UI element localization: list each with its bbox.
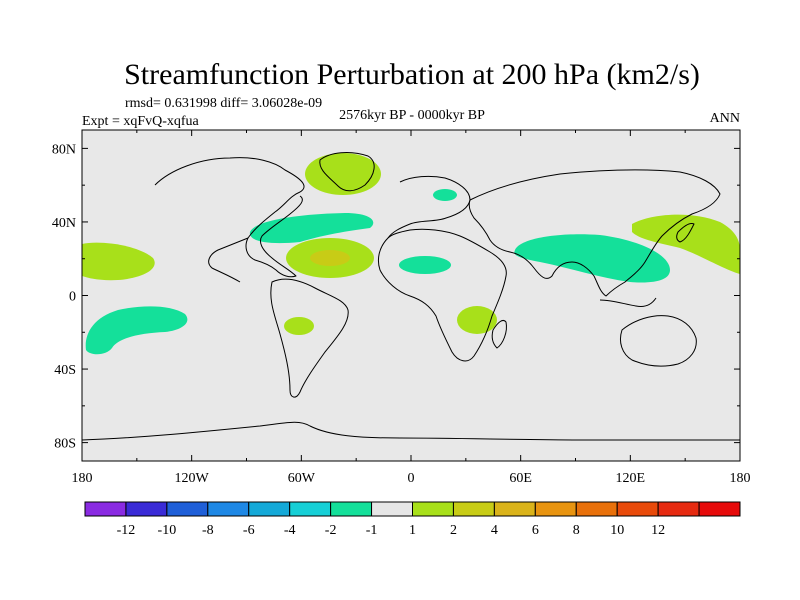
colorbar-box [616, 501, 659, 517]
colorbar-box [534, 501, 577, 517]
coast-greenland [319, 152, 375, 192]
colorbar-label: 1 [409, 523, 416, 538]
coast-north-america [154, 157, 305, 278]
colorbar-label: 6 [532, 523, 539, 538]
colorbar-label: 8 [573, 523, 580, 538]
coast-africa [377, 228, 507, 362]
lon-tick-label: 60W [288, 471, 316, 486]
colorbar-label: 2 [450, 523, 457, 538]
anomaly-south-africa [457, 306, 497, 334]
coast-japan [676, 223, 695, 243]
colorbar-label: -8 [202, 523, 214, 538]
anomaly-scandinavia [433, 189, 457, 201]
colorbar-label: 4 [491, 523, 498, 538]
colorbar-box [330, 501, 373, 517]
anomaly-east-pacific-north [82, 242, 155, 281]
colorbar-box [371, 501, 413, 517]
coast-madagascar [491, 319, 507, 349]
lon-labels: 180 120W 60W 0 60E 120E 180 [72, 471, 751, 486]
colorbar-label: -4 [284, 523, 296, 538]
period-label: 2576kyr BP - 0000kyr BP [339, 108, 485, 123]
lon-tick-label: 0 [408, 471, 415, 486]
colorbar-labels: -12 -10 -8 -6 -4 -2 -1 1 2 4 6 8 10 12 [117, 523, 666, 538]
anomaly-greenland [305, 153, 381, 195]
main-title: Streamfunction Perturbation at 200 hPa (… [124, 58, 700, 91]
colorbar-box [289, 501, 332, 517]
colorbar-box [412, 501, 454, 517]
coast-asia [468, 169, 721, 297]
lat-labels: 80N 40N 0 40S 80S [52, 142, 76, 451]
lon-tick-label: 120E [616, 471, 646, 486]
coast-antarctica [81, 421, 740, 441]
colorbar-box [84, 501, 127, 517]
coast-australia [619, 315, 697, 367]
colorbar-box [248, 501, 291, 517]
anomaly-north-africa [399, 256, 451, 274]
coastlines [81, 152, 740, 441]
coast-indonesia [599, 297, 657, 307]
anomaly-south-pacific [85, 306, 188, 355]
colorbar-label: -12 [117, 523, 136, 538]
anomaly-asia [514, 234, 670, 283]
season-label: ANN [710, 111, 740, 126]
colorbar-box [207, 501, 250, 517]
colorbar-label: -10 [158, 523, 177, 538]
lat-tick-label: 40N [52, 216, 76, 231]
colorbar-box [698, 501, 741, 517]
lon-tick-label: 180 [730, 471, 751, 486]
colorbar-label: -6 [243, 523, 255, 538]
lat-tick-label: 80S [54, 437, 76, 452]
anomaly-west-pacific [632, 214, 740, 274]
colorbar-box [493, 501, 536, 517]
colorbar-label: 12 [651, 523, 665, 538]
colorbar-label: 10 [610, 523, 624, 538]
lon-tick-label: 60E [509, 471, 532, 486]
coast-central-america [208, 237, 249, 283]
coast-south-america [270, 278, 349, 398]
anomaly-amazon [284, 317, 314, 335]
coast-europe [387, 175, 471, 239]
lat-tick-label: 0 [69, 290, 76, 305]
colorbar-box [657, 501, 700, 517]
lat-tick-label: 80N [52, 142, 76, 157]
colorbar [84, 501, 741, 517]
colorbar-box [575, 501, 618, 517]
experiment-label: Expt = xqFvQ-xqfua [82, 114, 200, 129]
colorbar-label: -1 [366, 523, 378, 538]
colorbar-box [166, 501, 209, 517]
colorbar-box [125, 501, 168, 517]
lon-tick-label: 120W [175, 471, 210, 486]
stats-label: rmsd= 0.631998 diff= 3.06028e-09 [125, 96, 322, 111]
anomaly-layer [82, 153, 740, 355]
colorbar-box [452, 501, 495, 517]
anomaly-subtropical-atlantic-core [310, 250, 350, 266]
axis-ticks [81, 130, 741, 461]
colorbar-label: -2 [325, 523, 337, 538]
lon-tick-label: 180 [72, 471, 93, 486]
map-background [82, 130, 740, 461]
lat-tick-label: 40S [54, 363, 76, 378]
